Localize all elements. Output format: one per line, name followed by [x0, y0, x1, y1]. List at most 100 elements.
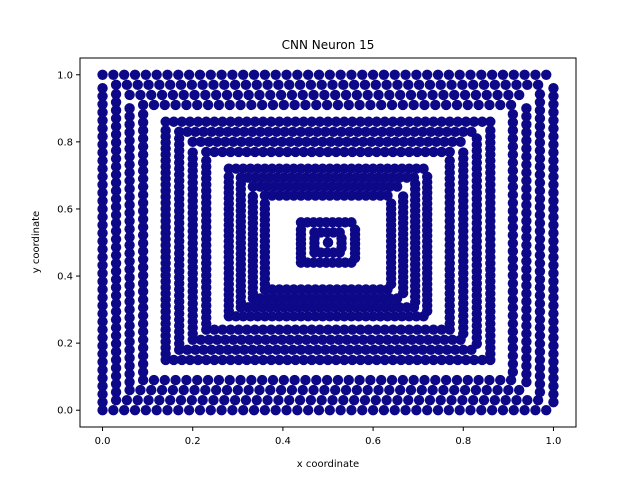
- data-point: [444, 146, 455, 158]
- data-point: [202, 99, 214, 111]
- data-point: [507, 141, 519, 152]
- data-point: [124, 288, 135, 299]
- data-point: [548, 316, 559, 327]
- data-point: [309, 136, 320, 148]
- data-point: [129, 405, 141, 416]
- data-point: [317, 163, 328, 174]
- data-point: [137, 334, 149, 345]
- data-point: [409, 126, 420, 137]
- data-point: [521, 239, 532, 251]
- data-point: [219, 394, 230, 406]
- data-point: [137, 278, 149, 289]
- data-point: [216, 69, 227, 80]
- data-point: [534, 250, 546, 261]
- data-point: [351, 172, 362, 183]
- data-point: [492, 89, 503, 101]
- data-point: [137, 117, 149, 128]
- data-point: [322, 146, 334, 158]
- data-point: [110, 161, 122, 172]
- data-point: [439, 136, 450, 148]
- data-point: [137, 374, 149, 386]
- data-point: [391, 181, 403, 192]
- data-point: [242, 302, 254, 313]
- data-point: [148, 374, 160, 386]
- data-point: [339, 284, 350, 295]
- data-point: [110, 169, 122, 180]
- data-point: [548, 123, 559, 134]
- data-point: [548, 292, 559, 303]
- data-point: [173, 69, 184, 80]
- data-point: [257, 302, 268, 313]
- data-point: [403, 324, 415, 335]
- data-point: [322, 302, 333, 313]
- data-point: [246, 374, 257, 386]
- data-point: [232, 89, 244, 101]
- data-point: [302, 311, 314, 322]
- data-point: [343, 172, 355, 183]
- data-point: [295, 311, 307, 322]
- data-point: [484, 99, 495, 111]
- data-point: [467, 394, 479, 406]
- data-point: [548, 115, 559, 126]
- data-point: [430, 99, 441, 111]
- data-point: [213, 99, 225, 111]
- data-point: [110, 306, 122, 317]
- data-point: [534, 314, 546, 325]
- data-point: [310, 163, 321, 174]
- data-point: [507, 205, 519, 217]
- data-point: [367, 284, 379, 295]
- data-point: [396, 311, 408, 322]
- data-point: [521, 151, 532, 162]
- data-point: [422, 136, 434, 148]
- data-point: [371, 354, 382, 366]
- data-point: [395, 146, 407, 158]
- data-point: [324, 311, 335, 322]
- data-point: [362, 89, 373, 101]
- data-point: [233, 116, 244, 127]
- data-point: [293, 172, 304, 183]
- data-point: [430, 374, 441, 386]
- data-point: [233, 354, 244, 366]
- data-point: [97, 276, 108, 287]
- data-point: [238, 163, 249, 174]
- data-point: [332, 374, 344, 386]
- data-point: [485, 116, 496, 127]
- data-point: [470, 384, 482, 396]
- data-point: [343, 302, 355, 313]
- data-point: [110, 201, 122, 213]
- data-point: [290, 354, 301, 366]
- data-point: [328, 344, 339, 356]
- data-point: [267, 99, 279, 111]
- data-point: [346, 405, 357, 416]
- data-point: [548, 131, 559, 142]
- data-point: [357, 136, 369, 148]
- data-point: [548, 227, 559, 239]
- data-point: [360, 311, 372, 322]
- data-point: [534, 113, 546, 124]
- data-point: [389, 405, 400, 416]
- data-point: [227, 405, 238, 416]
- x-tick-label: 0.8: [455, 436, 471, 447]
- data-point: [281, 190, 292, 201]
- data-point: [382, 136, 393, 148]
- data-point: [444, 354, 455, 366]
- data-point: [339, 116, 350, 127]
- data-point: [534, 145, 546, 156]
- data-point: [314, 146, 326, 158]
- data-point: [403, 163, 415, 174]
- data-point: [320, 344, 331, 356]
- data-point: [238, 126, 250, 137]
- data-point: [233, 146, 244, 158]
- data-point: [507, 270, 519, 281]
- data-point: [327, 181, 338, 192]
- data-point: [217, 116, 228, 127]
- data-point: [325, 334, 336, 345]
- data-point: [273, 79, 284, 91]
- y-tick-label: 0.6: [57, 204, 73, 215]
- data-point: [121, 79, 133, 91]
- data-point: [322, 354, 334, 366]
- data-point: [333, 334, 345, 345]
- data-point: [449, 384, 460, 396]
- data-point: [394, 384, 406, 396]
- data-point: [508, 69, 519, 80]
